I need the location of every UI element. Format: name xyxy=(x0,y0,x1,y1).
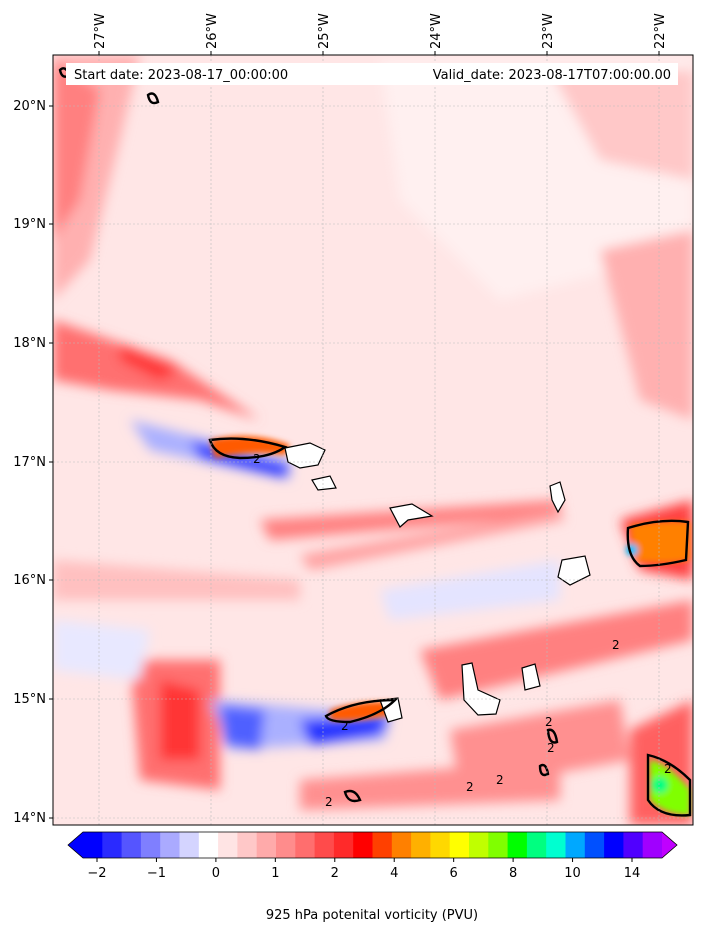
colorbar-segment xyxy=(276,832,296,858)
contour-label: 2 xyxy=(325,795,333,809)
valid-date-label: Valid_date: 2023-08-17T07:00:00.00 xyxy=(433,68,671,83)
colorbar-segment xyxy=(449,832,470,858)
colorbar-segment xyxy=(604,832,624,858)
start-date-label: Start date: 2023-08-17_00:00:00 xyxy=(74,68,288,83)
contour-label: 2 xyxy=(545,715,553,729)
island-coastlines xyxy=(284,442,591,723)
lon-tick-label: 25°W xyxy=(317,13,332,49)
lat-axis: 20°N 19°N 18°N 17°N 16°N 15°N 14°N xyxy=(13,99,53,826)
colorbar-segment xyxy=(526,832,547,858)
colorbar-tick-label: 1 xyxy=(271,866,279,881)
colorbar: −2 −1 0 1 2 4 6 8 10 14 925 hPa potenital vortici… xyxy=(67,831,678,923)
colorbar-segment xyxy=(121,832,142,858)
colorbar-segment xyxy=(391,832,412,858)
colorbar-tick-label: 6 xyxy=(450,866,458,881)
colorbar-tick-label: 10 xyxy=(564,866,581,881)
lat-tick-label: 16°N xyxy=(13,573,46,588)
colorbar-segment xyxy=(256,832,277,858)
colorbar-segment xyxy=(623,832,644,858)
date-header-box xyxy=(66,63,678,85)
lat-tick-label: 15°N xyxy=(13,692,46,707)
colorbar-segment xyxy=(314,832,335,858)
lat-tick-label: 14°N xyxy=(13,811,46,826)
contour-label: 2 xyxy=(253,452,261,466)
colorbar-tick-label: −2 xyxy=(87,866,106,881)
colorbar-segment xyxy=(411,832,431,858)
colorbar-segment xyxy=(372,832,393,858)
colorbar-segment xyxy=(295,832,316,858)
map-frame xyxy=(52,54,694,826)
lon-tick-label: 23°W xyxy=(541,13,556,49)
colorbar-segment xyxy=(198,832,219,858)
lon-tick-label: 26°W xyxy=(205,13,220,49)
colorbar-segment xyxy=(160,832,181,858)
colorbar-segment xyxy=(488,832,509,858)
lat-tick-label: 17°N xyxy=(13,455,46,470)
colorbar-segment xyxy=(140,832,161,858)
colorbar-segment xyxy=(546,832,567,858)
colorbar-segment xyxy=(83,832,103,858)
contour-labels: 2 2 2 2 2 2 2 2 2 xyxy=(253,452,672,809)
colorbar-segment xyxy=(430,832,451,858)
colorbar-over-arrow xyxy=(662,832,677,858)
lon-tick-label: 24°W xyxy=(429,13,444,49)
contour-label: 2 xyxy=(341,719,349,733)
lon-tick-label: 22°W xyxy=(653,13,668,49)
lon-tick-label: 27°W xyxy=(93,13,108,49)
lat-tick-label: 20°N xyxy=(13,99,46,114)
colorbar-segment xyxy=(102,832,123,858)
lat-tick-label: 19°N xyxy=(13,217,46,232)
colorbar-segment xyxy=(333,832,354,858)
lat-tick-label: 18°N xyxy=(13,336,46,351)
contour-label: 2 xyxy=(466,780,474,794)
contour-label: 2 xyxy=(612,638,620,652)
colorbar-under-arrow xyxy=(68,832,83,858)
colorbar-tick-label: 8 xyxy=(509,866,517,881)
colorbar-segment xyxy=(584,832,605,858)
colorbar-segment xyxy=(565,832,586,858)
colorbar-tick-label: 4 xyxy=(390,866,398,881)
colorbar-segment xyxy=(179,832,200,858)
contour-label: 2 xyxy=(496,773,504,787)
colorbar-tick-label: 2 xyxy=(331,866,339,881)
colorbar-segment xyxy=(469,832,489,858)
lon-axis: 27°W 26°W 25°W 24°W 23°W 22°W xyxy=(93,13,668,55)
gridlines xyxy=(53,55,693,825)
colorbar-segment xyxy=(507,832,528,858)
colorbar-tick-label: 0 xyxy=(212,866,220,881)
colorbar-segment xyxy=(642,832,663,858)
contour-label: 2 xyxy=(664,762,672,776)
colorbar-tick-label: −1 xyxy=(147,866,166,881)
colorbar-tick-label: 14 xyxy=(624,866,641,881)
colorbar-segment xyxy=(218,832,238,858)
colorbar-segment xyxy=(353,832,374,858)
colorbar-segment xyxy=(237,832,258,858)
colorbar-title: 925 hPa potenital vorticity (PVU) xyxy=(266,908,478,923)
contour-label: 2 xyxy=(547,741,555,755)
pv-field: 2 2 2 2 2 2 2 2 2 Start date: 2023-08-17… xyxy=(53,55,693,825)
